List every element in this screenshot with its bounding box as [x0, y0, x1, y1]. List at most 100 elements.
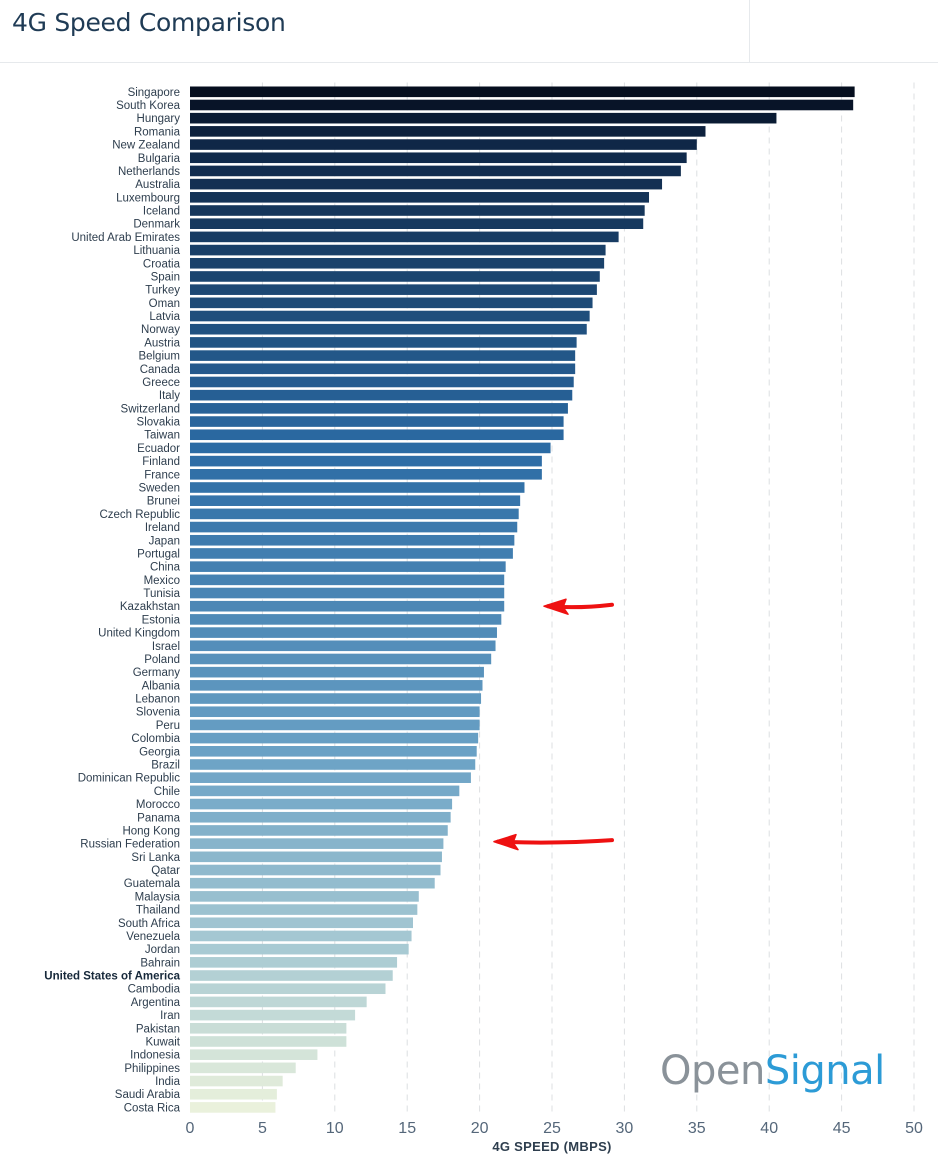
category-label-philippines: Philippines [124, 1063, 180, 1075]
bar-malaysia [190, 891, 419, 902]
x-tick-label-10: 10 [326, 1120, 344, 1137]
category-label-indonesia: Indonesia [130, 1050, 180, 1062]
category-label-united-kingdom: United Kingdom [98, 628, 180, 640]
category-label-norway: Norway [141, 324, 180, 336]
bar-latvia [190, 310, 590, 322]
bar-denmark [190, 218, 644, 229]
bar-iceland [190, 205, 645, 216]
bar-australia [190, 178, 663, 190]
category-label-russian-federation: Russian Federation [80, 839, 180, 851]
header-bar: 4G Speed Comparison [0, 0, 938, 63]
category-label-ecuador: Ecuador [137, 443, 180, 455]
category-label-france: France [144, 469, 180, 481]
bar-netherlands [190, 165, 681, 177]
bar-new-zealand [190, 139, 697, 150]
category-label-australia: Australia [135, 179, 180, 191]
bar-chile [190, 785, 460, 797]
bar-thailand [190, 904, 418, 915]
bar-greece [190, 376, 574, 388]
category-label-saudi-arabia: Saudi Arabia [115, 1089, 181, 1101]
category-label-switzerland: Switzerland [121, 403, 180, 415]
category-label-thailand: Thailand [136, 905, 180, 917]
bar-france [190, 469, 542, 480]
bar-dominican-republic [190, 772, 471, 783]
bar-south-africa [190, 917, 413, 929]
category-label-brunei: Brunei [147, 496, 180, 508]
category-label-jordan: Jordan [145, 944, 180, 956]
category-label-chile: Chile [154, 786, 180, 798]
category-label-poland: Poland [144, 654, 180, 666]
bar-singapore [190, 86, 855, 98]
bar-albania [190, 680, 483, 691]
bar-hong-kong [190, 825, 448, 836]
bar-cambodia [190, 983, 386, 995]
category-label-bulgaria: Bulgaria [138, 153, 181, 165]
bar-hungary [190, 112, 777, 124]
x-tick-label-30: 30 [616, 1120, 634, 1137]
x-tick-label-50: 50 [905, 1120, 923, 1137]
category-label-united-arab-emirates: United Arab Emirates [71, 232, 180, 244]
category-label-hungary: Hungary [137, 113, 181, 125]
category-label-estonia: Estonia [142, 614, 181, 626]
category-label-guatemala: Guatemala [124, 878, 181, 890]
bar-croatia [190, 257, 605, 269]
category-label-belgium: Belgium [138, 351, 180, 363]
category-label-pakistan: Pakistan [136, 1023, 180, 1035]
category-label-albania: Albania [142, 680, 181, 692]
category-label-lithuania: Lithuania [133, 245, 180, 257]
bar-qatar [190, 864, 441, 876]
x-tick-label-45: 45 [833, 1120, 851, 1137]
x-tick-label-25: 25 [543, 1120, 561, 1137]
bar-costa-rica [190, 1102, 276, 1113]
bar-slovakia [190, 416, 564, 427]
bar-ireland [190, 521, 518, 533]
category-label-venezuela: Venezuela [126, 931, 180, 943]
category-label-romania: Romania [134, 126, 181, 138]
bar-norway [190, 323, 587, 335]
category-label-czech-republic: Czech Republic [99, 509, 180, 521]
bar-israel [190, 640, 496, 652]
category-label-argentina: Argentina [131, 997, 181, 1009]
bar-kazakhstan [190, 600, 505, 612]
category-label-netherlands: Netherlands [118, 166, 180, 178]
category-label-mexico: Mexico [144, 575, 180, 587]
category-label-croatia: Croatia [143, 258, 181, 270]
category-label-costa-rica: Costa Rica [124, 1102, 181, 1114]
category-label-panama: Panama [137, 812, 180, 824]
bar-brazil [190, 759, 476, 770]
gridlines [261, 82, 915, 1116]
category-label-china: China [150, 562, 181, 574]
bar-argentina [190, 996, 367, 1008]
category-label-dominican-republic: Dominican Republic [78, 773, 181, 785]
bar-canada [190, 363, 576, 375]
x-tick-label-0: 0 [186, 1120, 195, 1137]
x-axis-title: 4G SPEED (MBPS) [492, 1139, 611, 1154]
bar-taiwan [190, 429, 564, 441]
bar-china [190, 561, 506, 572]
bar-venezuela [190, 930, 412, 942]
bar-spain [190, 271, 600, 282]
bar-austria [190, 337, 577, 348]
logo-part-signal: Signal [764, 1048, 885, 1094]
category-label-cambodia: Cambodia [128, 984, 181, 996]
bar-guatemala [190, 877, 435, 889]
category-label-luxembourg: Luxembourg [116, 192, 180, 204]
bar-portugal [190, 548, 513, 559]
bar-lebanon [190, 693, 482, 704]
category-label-sri-lanka: Sri Lanka [131, 852, 180, 864]
bar-sri-lanka [190, 851, 442, 863]
bar-ecuador [190, 442, 551, 454]
bar-mexico [190, 574, 505, 586]
category-label-slovenia: Slovenia [136, 707, 181, 719]
category-label-singapore: Singapore [128, 87, 180, 99]
category-label-taiwan: Taiwan [144, 430, 180, 442]
bar-luxembourg [190, 192, 650, 203]
category-label-canada: Canada [140, 364, 181, 376]
category-label-south-africa: South Africa [118, 918, 181, 930]
category-label-austria: Austria [144, 337, 180, 349]
bar-czech-republic [190, 508, 519, 520]
bar-south-korea [190, 99, 854, 111]
category-label-italy: Italy [159, 390, 180, 402]
